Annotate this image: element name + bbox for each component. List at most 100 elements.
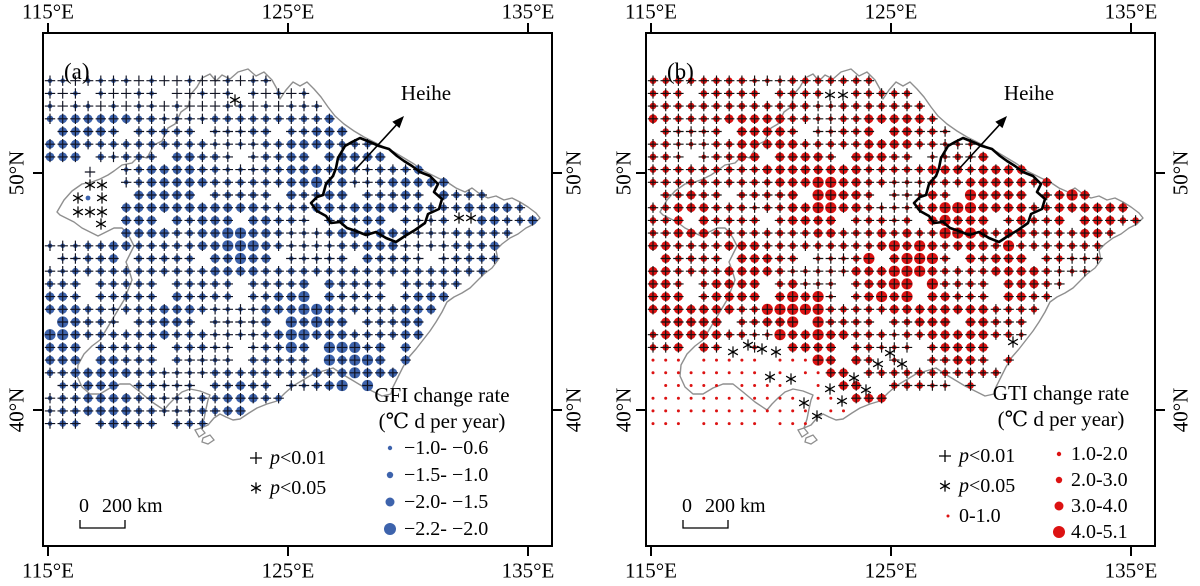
grid-dot (778, 358, 782, 362)
tick-right-b-40n (1156, 409, 1165, 411)
map-panel-a: Heihe (a) GFI change rate(℃ d per year) p<0… (42, 32, 553, 547)
grid-dot (715, 396, 718, 400)
sig-cross-layer (44, 75, 538, 429)
lon-label-top-b-115e: 115°E (625, 0, 677, 24)
legend-dot (384, 523, 396, 535)
region-outline (659, 68, 1144, 429)
grid-dot (702, 396, 706, 400)
scalebar-distance: 200 km (102, 495, 163, 517)
grid-dot (740, 422, 744, 426)
grid-dot (740, 396, 744, 400)
grid-dot (651, 409, 655, 413)
grid-dot (689, 396, 693, 400)
grid-dot (778, 409, 782, 413)
map-frame (645, 32, 1156, 547)
legend-p-italic: p (268, 477, 280, 499)
grid-dot (753, 371, 757, 375)
island-outline (797, 427, 809, 438)
grid-dot (676, 358, 680, 362)
tick-top-b-135e (1130, 23, 1132, 32)
tick-right-b-50n (1156, 172, 1165, 174)
scalebar-bracket (79, 520, 126, 529)
grid-dot (651, 422, 655, 426)
legend-size-label: −2.0- −1.5 (404, 491, 488, 513)
lon-label-bottom-a-135e: 135°E (501, 558, 555, 583)
legend-size-label: 3.0-4.0 (1071, 495, 1128, 517)
lon-label-bottom-b-125e: 125°E (864, 558, 918, 583)
grid-dot (702, 358, 706, 362)
tick-bottom-b-125e (890, 547, 892, 556)
scalebar-zero: 0 (682, 495, 692, 517)
tick-top-a-115e (47, 23, 49, 32)
lon-label-top-b-125e: 125°E (864, 0, 918, 24)
grid-dot (816, 384, 820, 387)
island-outline (201, 434, 215, 445)
grid-dot (676, 384, 680, 387)
tick-top-b-115e (650, 23, 652, 32)
legend-p-italic: p (957, 445, 969, 467)
grid-dot (676, 371, 680, 375)
grid-dot (778, 422, 782, 426)
grid-dot (778, 371, 782, 375)
grid-dot (740, 384, 744, 387)
map-frame (42, 32, 553, 547)
island-outline (804, 434, 818, 445)
sig-star-layer (72, 94, 477, 230)
tick-left-a-50n (33, 172, 42, 174)
grid-dot (664, 422, 668, 426)
grid-dot (715, 358, 718, 362)
grid-dot (715, 409, 718, 413)
grid-dot (753, 422, 757, 426)
lat-label-right-b-40n: 40°N (1168, 387, 1193, 433)
grid-dot (664, 371, 668, 375)
legend-p-value: <0.05 (280, 477, 326, 499)
lat-label-right-a-40n: 40°N (561, 387, 586, 433)
grid-dot (664, 384, 668, 387)
heihe-region-outline (912, 136, 1047, 244)
sig-star-layer (727, 89, 1019, 422)
grid-dot (778, 396, 782, 400)
grid-dot (676, 422, 680, 426)
grid-dot (791, 396, 795, 400)
grid-dot (702, 371, 706, 375)
grid-dot (85, 195, 91, 201)
legend-size-label: 2.0-3.0 (1071, 469, 1128, 491)
tick-bottom-a-125e (287, 547, 289, 556)
lat-label-right-b-50n: 50°N (1168, 150, 1193, 196)
legend-title-units: (℃ d per year) (379, 409, 506, 433)
lat-label-left-b-40n: 40°N (611, 387, 636, 433)
legend-p-value: <0.01 (969, 445, 1015, 467)
grid-dot (803, 422, 807, 426)
lon-label-top-a-125e: 125°E (261, 0, 315, 24)
tick-top-b-125e (890, 23, 892, 32)
tick-bottom-a-135e (527, 547, 529, 556)
tick-top-a-135e (527, 23, 529, 32)
heihe-arrow (957, 120, 1004, 171)
grid-dot (702, 384, 706, 387)
legend-p-label: p<0.01 (268, 447, 326, 469)
grid-dot (689, 371, 693, 375)
tick-top-a-125e (287, 23, 289, 32)
grid-dot (753, 384, 757, 387)
grid-dot (778, 384, 782, 387)
legend-title: GTI change rate (993, 381, 1129, 405)
grid-dot (816, 396, 820, 400)
legend-size-label: 1.0-2.0 (1071, 443, 1128, 465)
grid-dot (740, 371, 744, 375)
legend-dot (386, 471, 394, 479)
legend-size-label: −2.2- −2.0 (404, 518, 488, 540)
tick-left-b-50n (636, 172, 645, 174)
legend-p-value: <0.05 (969, 475, 1015, 497)
legend-star-symbol (250, 482, 262, 494)
grid-dot (791, 422, 795, 426)
legend-p-italic: p (268, 447, 280, 469)
grid-dot (803, 371, 807, 375)
lon-label-bottom-b-115e: 115°E (625, 558, 677, 583)
grid-dot (651, 371, 655, 375)
heihe-label: Heihe (1004, 81, 1054, 105)
grid-dot (651, 358, 655, 362)
grid-dot (740, 409, 744, 413)
grid-dot (765, 384, 769, 387)
panel-letter: (b) (667, 59, 694, 84)
grid-dot (842, 409, 845, 413)
